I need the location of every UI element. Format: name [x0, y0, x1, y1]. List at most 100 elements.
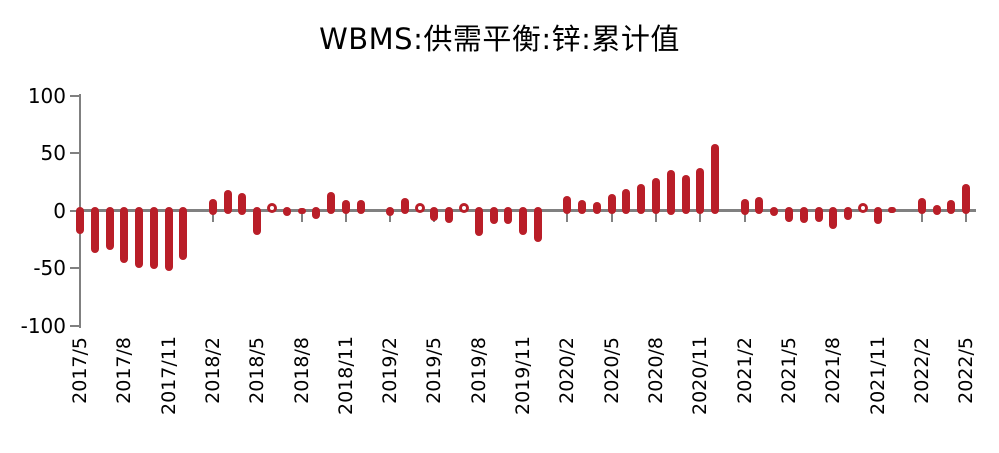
x-axis-tick — [300, 212, 303, 222]
bar-2018/9 — [312, 206, 321, 219]
bar-2021/2 — [740, 199, 749, 215]
x-axis-tick-label: 2019/11 — [512, 336, 535, 415]
bar-2021/11 — [873, 206, 882, 225]
bar-2020/7 — [637, 184, 646, 215]
zero-value-marker — [459, 202, 470, 213]
bar-2019/9 — [489, 206, 498, 225]
x-axis-tick — [965, 212, 968, 222]
x-axis-tick-label: 2019/5 — [423, 337, 446, 404]
x-axis-tick-label: 2020/11 — [689, 336, 712, 415]
y-axis-tick — [70, 209, 79, 212]
bar-2022/5 — [962, 184, 971, 215]
y-axis-tick-label: -50 — [33, 256, 66, 280]
bar-2018/7 — [282, 206, 291, 217]
bar-2020/12 — [711, 143, 720, 215]
y-axis-tick-label: -100 — [20, 313, 66, 338]
bar-2017/11 — [164, 206, 173, 272]
bar-2020/6 — [622, 188, 631, 215]
x-axis-tick-label: 2022/5 — [955, 337, 978, 404]
x-axis-tick-label: 2017/11 — [157, 336, 180, 415]
x-axis-tick — [610, 212, 613, 222]
bar-2022/4 — [947, 200, 956, 215]
bar-2020/8 — [652, 178, 661, 215]
x-axis-tick-label: 2021/2 — [733, 337, 756, 404]
x-axis-tick-label: 2020/5 — [600, 337, 623, 404]
bar-2019/5 — [430, 206, 439, 221]
y-axis-tick-label: 50 — [40, 141, 66, 165]
x-axis-tick-label: 2020/2 — [556, 337, 579, 404]
bar-2018/11 — [341, 200, 350, 215]
y-axis-tick-label: 100 — [27, 83, 66, 108]
x-axis-tick-label: 2018/2 — [201, 337, 224, 404]
bar-2021/5 — [784, 206, 793, 222]
bar-2018/8 — [297, 208, 306, 215]
bar-2020/10 — [681, 174, 690, 215]
bar-2020/2 — [563, 195, 572, 215]
bar-2019/10 — [504, 206, 513, 225]
x-axis-tick-label: 2019/2 — [379, 337, 402, 404]
x-axis-tick-label: 2021/11 — [866, 336, 889, 415]
x-axis-tick — [566, 212, 569, 222]
bar-2021/6 — [799, 206, 808, 224]
chart-title: WBMS:供需平衡:锌:累计值 — [319, 22, 680, 56]
bar-2017/8 — [120, 206, 129, 264]
x-axis-tick-label: 2018/8 — [290, 337, 313, 404]
bar-2021/3 — [755, 196, 764, 215]
bar-2019/3 — [400, 197, 409, 215]
bar-2021/8 — [829, 206, 838, 229]
bar-2020/5 — [607, 194, 616, 215]
x-axis-tick-label: 2020/8 — [645, 337, 668, 404]
bar-2018/4 — [238, 193, 247, 215]
x-axis-tick-label: 2018/11 — [334, 336, 357, 415]
bar-2017/12 — [179, 206, 188, 260]
bar-2022/2 — [917, 197, 926, 215]
bar-2017/10 — [149, 206, 158, 270]
bar-2021/4 — [770, 206, 779, 217]
bar-2017/7 — [105, 206, 114, 250]
x-axis-tick — [743, 212, 746, 222]
zero-value-marker — [857, 202, 868, 213]
x-axis-tick — [655, 212, 658, 222]
bar-2019/11 — [519, 206, 528, 235]
bar-2018/10 — [327, 192, 336, 215]
bar-2019/2 — [386, 206, 395, 217]
x-axis-tick-label: 2018/5 — [246, 337, 269, 404]
bar-2018/5 — [253, 206, 262, 235]
bar-2021/7 — [814, 206, 823, 222]
bar-2018/3 — [223, 189, 232, 215]
x-axis-tick-label: 2022/2 — [910, 337, 933, 404]
bar-2019/6 — [445, 206, 454, 224]
y-axis-tick-label: 0 — [53, 198, 66, 223]
bar-2018/12 — [356, 200, 365, 215]
x-axis-tick-label: 2017/5 — [69, 337, 91, 404]
x-axis-tick — [344, 212, 347, 222]
y-axis-tick — [70, 267, 79, 269]
bar-2017/6 — [90, 206, 99, 254]
bar-2020/11 — [696, 167, 705, 215]
x-axis-tick — [389, 212, 392, 222]
bar-2017/5 — [76, 206, 84, 234]
bar-2021/12 — [888, 206, 897, 213]
y-axis-tick — [70, 324, 79, 327]
x-axis-tick-label: 2019/8 — [467, 337, 490, 404]
bar-2022/3 — [932, 204, 941, 215]
zero-value-marker — [267, 202, 277, 213]
y-axis-tick — [70, 152, 79, 154]
bar-2017/9 — [135, 206, 144, 268]
bar-2020/4 — [592, 202, 601, 215]
zero-value-marker — [414, 202, 425, 213]
bar-2021/9 — [844, 206, 853, 220]
x-axis-tick — [920, 212, 923, 222]
bar-2018/2 — [208, 199, 217, 215]
bar-2019/8 — [474, 206, 483, 236]
x-axis-tick — [211, 212, 214, 222]
y-axis-tick — [70, 94, 79, 97]
x-axis-zero-line — [78, 209, 976, 212]
bar-2019/12 — [533, 206, 542, 242]
x-axis-tick-label: 2021/8 — [822, 337, 845, 404]
x-axis-tick — [699, 212, 702, 222]
x-axis-tick-label: 2021/5 — [777, 337, 800, 404]
x-axis-tick-label: 2017/8 — [113, 337, 136, 404]
bar-2020/3 — [578, 200, 587, 215]
